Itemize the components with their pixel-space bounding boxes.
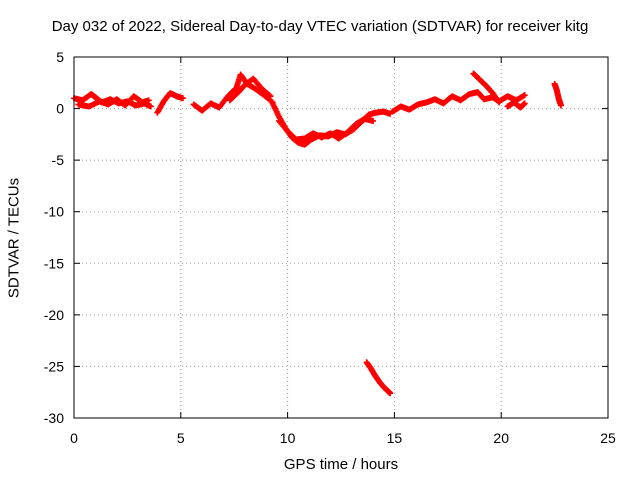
y-tick-label: -10 <box>44 204 64 220</box>
y-tick-label: -15 <box>44 255 64 271</box>
data-point <box>558 102 565 109</box>
data-point <box>145 97 152 104</box>
x-tick-label: 0 <box>70 430 78 446</box>
y-tick-label: 0 <box>56 101 64 117</box>
grid-lines <box>74 57 608 418</box>
data-point <box>495 98 502 105</box>
y-tick-label: -30 <box>44 410 64 426</box>
x-tick-label: 25 <box>600 430 616 446</box>
data-point <box>387 390 394 397</box>
plot-frame <box>73 56 609 419</box>
y-tick-label: -5 <box>52 152 65 168</box>
y-tick-label: -20 <box>44 307 64 323</box>
x-axis-label: GPS time / hours <box>283 456 399 473</box>
y-tick-label: 5 <box>56 49 64 65</box>
data-point <box>521 100 528 107</box>
data-point <box>267 93 274 100</box>
x-tick-label: 20 <box>493 430 509 446</box>
data-point <box>179 95 186 102</box>
x-tick-label: 15 <box>387 430 403 446</box>
chart-title: Day 032 of 2022, Sidereal Day-to-day VTE… <box>51 18 589 35</box>
data-point <box>370 117 377 124</box>
data-points <box>71 70 565 397</box>
y-tick-label: -25 <box>44 358 64 374</box>
data-point <box>266 92 273 99</box>
data-point <box>521 92 528 99</box>
data-point <box>147 103 154 110</box>
axis-ticks: 0 5 10 15 20 25 -30 -25 -20 -15 -10 -5 0 5 <box>44 49 616 446</box>
data-point <box>496 99 503 106</box>
x-tick-label: 10 <box>280 430 296 446</box>
x-tick-label: 5 <box>177 430 185 446</box>
